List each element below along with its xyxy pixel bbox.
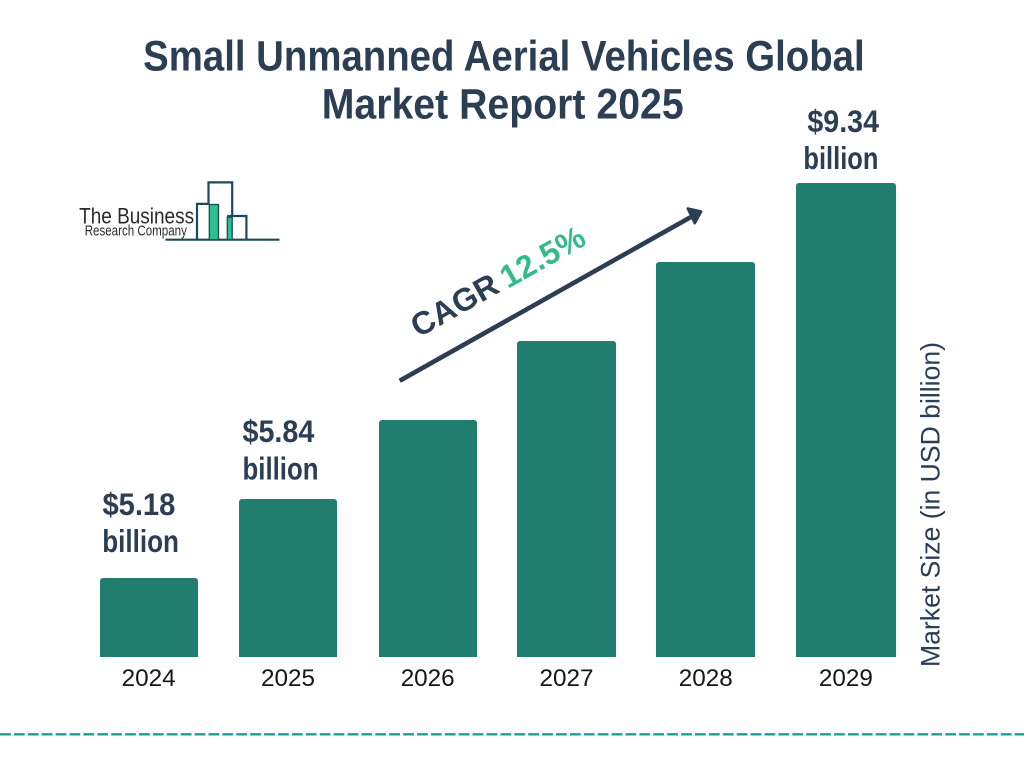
svg-text:$5.18: $5.18 [102,486,175,522]
svg-text:$9.34: $9.34 [807,103,879,139]
svg-text:billion: billion [803,140,878,176]
svg-text:2028: 2028 [679,665,733,692]
svg-text:Market Size (in USD billion): Market Size (in USD billion) [916,342,946,667]
svg-text:2024: 2024 [122,665,176,692]
svg-text:Small Unmanned Aerial Vehicles: Small Unmanned Aerial Vehicles Global [143,33,865,80]
svg-text:billion: billion [102,523,179,559]
svg-text:Research Company: Research Company [85,224,188,240]
svg-text:billion: billion [243,451,319,487]
svg-text:Market Report 2025: Market Report 2025 [322,81,684,128]
svg-text:2026: 2026 [401,665,455,692]
svg-text:$5.84: $5.84 [243,413,315,449]
svg-text:The Business: The Business [79,203,194,228]
svg-text:2029: 2029 [819,665,873,692]
svg-text:2027: 2027 [540,665,594,692]
svg-text:2025: 2025 [261,665,315,692]
